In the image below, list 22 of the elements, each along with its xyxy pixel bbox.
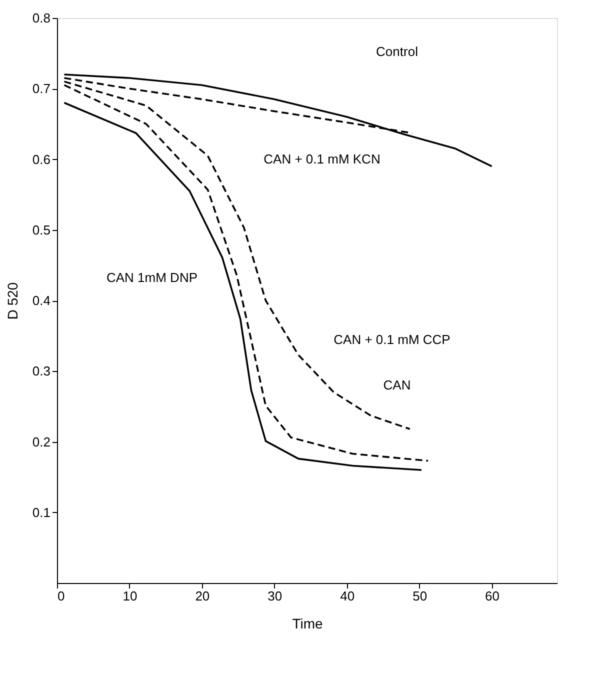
x-tick-label: 20 [195, 588, 210, 604]
x-tick-label: 60 [485, 588, 500, 604]
annotation: Control [376, 44, 418, 59]
annotation: CAN + 0.1 mM KCN [264, 151, 380, 166]
x-tick-label: 30 [268, 588, 282, 604]
y-tick-label: 0.3 [32, 364, 50, 379]
y-tick-label: 0.5 [32, 222, 50, 238]
y-tick-label: 0.1 [32, 504, 50, 520]
x-axis-title: Time [292, 616, 324, 632]
annotation: CAN 1mM DNP [106, 270, 198, 285]
x-tick-label: 10 [122, 588, 138, 604]
y-axis-title: D 520 [4, 282, 20, 320]
annotation: CAN [383, 377, 411, 392]
annotation: CAN + 0.1 mM CCP [334, 332, 450, 348]
y-tick-label: 0.8 [32, 10, 50, 26]
x-tick-label: 50 [412, 588, 428, 604]
y-tick-label: 0.6 [32, 152, 50, 167]
y-tick-label: 0.4 [32, 293, 50, 308]
y-tick-label: 0.7 [32, 81, 50, 96]
x-tick-label: 40 [340, 588, 355, 604]
x-tick-label: 0 [58, 588, 65, 604]
y-tick-label: 0.2 [32, 434, 50, 450]
